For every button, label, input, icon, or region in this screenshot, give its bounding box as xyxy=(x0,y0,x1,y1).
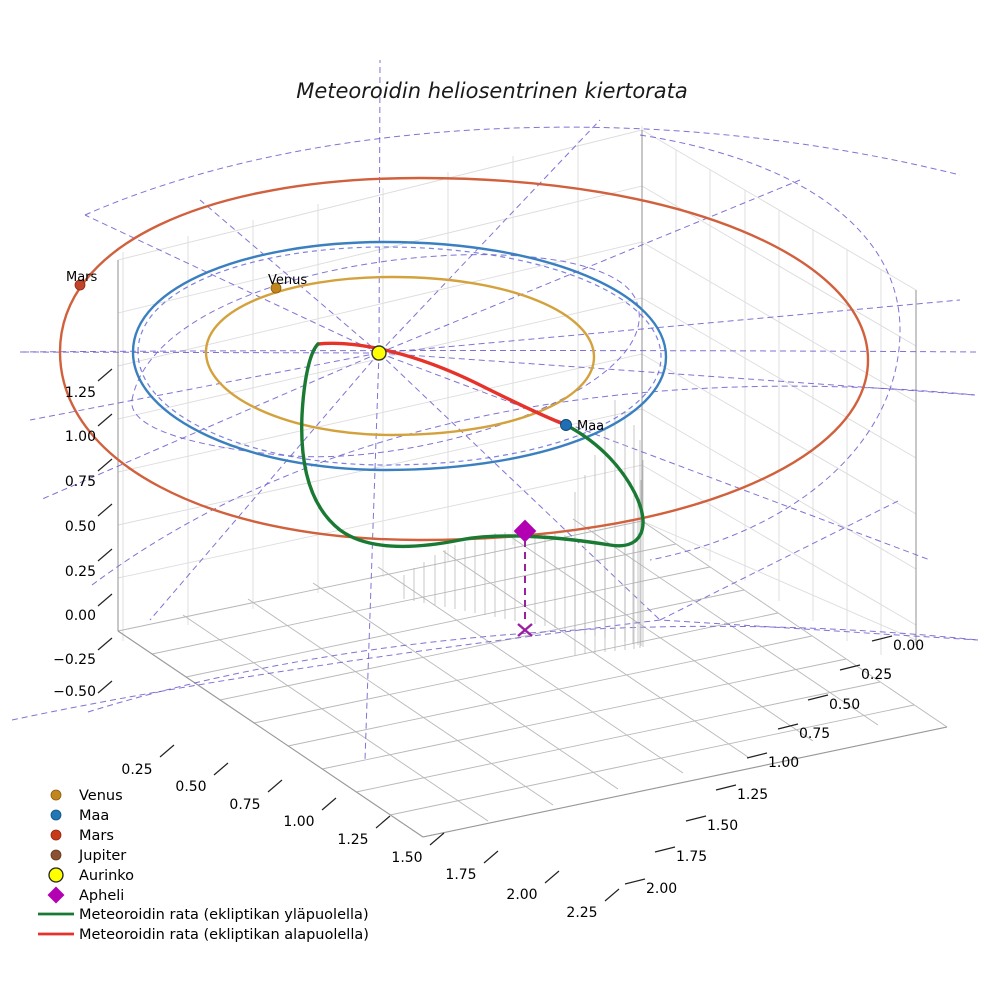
meteoroid-drop-stems xyxy=(403,400,644,655)
x-tick: 0.25 xyxy=(121,762,152,778)
x-tick-marks xyxy=(159,744,620,902)
maa-orbit xyxy=(131,240,668,472)
z-tick: 1.00 xyxy=(65,429,96,445)
y-tick: 0.00 xyxy=(893,638,924,654)
maa-label: Maa xyxy=(577,419,604,434)
z-tick: 0.75 xyxy=(65,474,96,490)
y-axis-tick-labels: 0.00 0.25 0.50 0.75 1.00 1.25 1.50 1.75 … xyxy=(646,638,924,897)
legend-label-apheli: Apheli xyxy=(79,888,124,904)
z-tick: −0.50 xyxy=(53,684,96,700)
page-title: Meteoroidin heliosentrinen kiertorata xyxy=(296,79,688,103)
legend-label-below: Meteoroidin rata (ekliptikan alapuolella… xyxy=(79,927,369,943)
floor-grid xyxy=(117,518,948,838)
y-tick: 1.25 xyxy=(737,787,768,803)
legend: Venus Maa Mars Jupiter Aurinko Apheli Me… xyxy=(38,788,369,943)
venus-marker xyxy=(270,282,282,294)
maa-orbit-dashed-overlay xyxy=(137,246,662,466)
z-tick: 1.25 xyxy=(65,385,96,401)
aurinko-marker xyxy=(371,345,387,361)
maa-marker xyxy=(560,419,572,431)
legend-marker-venus xyxy=(50,789,62,801)
y-tick: 0.25 xyxy=(861,667,892,683)
back-wall-grid xyxy=(117,126,643,641)
legend-marker-aurinko xyxy=(48,867,64,883)
x-tick: 1.75 xyxy=(445,867,476,883)
x-tick: 1.00 xyxy=(283,814,314,830)
z-tick: 0.00 xyxy=(65,608,96,624)
x-tick: 2.00 xyxy=(506,887,537,903)
x-tick: 0.75 xyxy=(229,797,260,813)
mars-orbit xyxy=(58,176,870,542)
y-tick: 1.75 xyxy=(676,849,707,865)
apheli-marker xyxy=(513,519,537,543)
axis-spines xyxy=(117,130,948,838)
y-tick-marks xyxy=(624,635,893,885)
body-markers: Mars Venus Maa xyxy=(66,270,604,637)
legend-marker-apheli xyxy=(47,886,65,904)
apheli-projection-x xyxy=(517,623,533,637)
z-axis-tick-labels: 1.25 1.00 0.75 0.50 0.25 0.00 −0.25 −0.5… xyxy=(53,385,96,700)
y-tick: 1.50 xyxy=(707,818,738,834)
x-tick: 1.50 xyxy=(391,850,422,866)
y-tick: 0.50 xyxy=(829,697,860,713)
legend-marker-mars xyxy=(50,829,62,841)
x-tick: 0.50 xyxy=(175,779,206,795)
z-tick: −0.25 xyxy=(53,652,96,668)
mars-marker xyxy=(74,279,86,291)
z-tick-marks xyxy=(97,368,113,694)
x-tick: 1.25 xyxy=(337,832,368,848)
legend-marker-jupiter xyxy=(50,849,62,861)
meteoroid-orbit-above xyxy=(300,342,645,549)
mars-label: Mars xyxy=(66,270,98,285)
legend-label-above: Meteoroidin rata (ekliptikan yläpuolella… xyxy=(79,907,369,923)
legend-label-jupiter: Jupiter xyxy=(78,848,126,864)
venus-label: Venus xyxy=(268,273,307,288)
legend-label-aurinko: Aurinko xyxy=(79,868,134,884)
x-axis-spine xyxy=(117,630,424,838)
x-axis-tick-labels: 0.25 0.50 0.75 1.00 1.25 1.50 1.75 2.00 … xyxy=(121,762,597,921)
y-axis-spine xyxy=(422,726,948,838)
y-tick: 2.00 xyxy=(646,881,677,897)
right-wall-grid xyxy=(641,129,917,655)
meteoroid-orbit-below xyxy=(316,341,568,427)
y-tick: 1.00 xyxy=(768,755,799,771)
z-tick: 0.25 xyxy=(65,564,96,580)
legend-label-mars: Mars xyxy=(79,828,114,844)
legend-label-maa: Maa xyxy=(79,808,109,824)
legend-marker-maa xyxy=(50,809,62,821)
x-tick: 2.25 xyxy=(566,905,597,921)
legend-label-venus: Venus xyxy=(79,788,123,804)
z-tick: 0.50 xyxy=(65,519,96,535)
meteoroid-orbit xyxy=(300,341,645,549)
y-tick: 0.75 xyxy=(799,726,830,742)
